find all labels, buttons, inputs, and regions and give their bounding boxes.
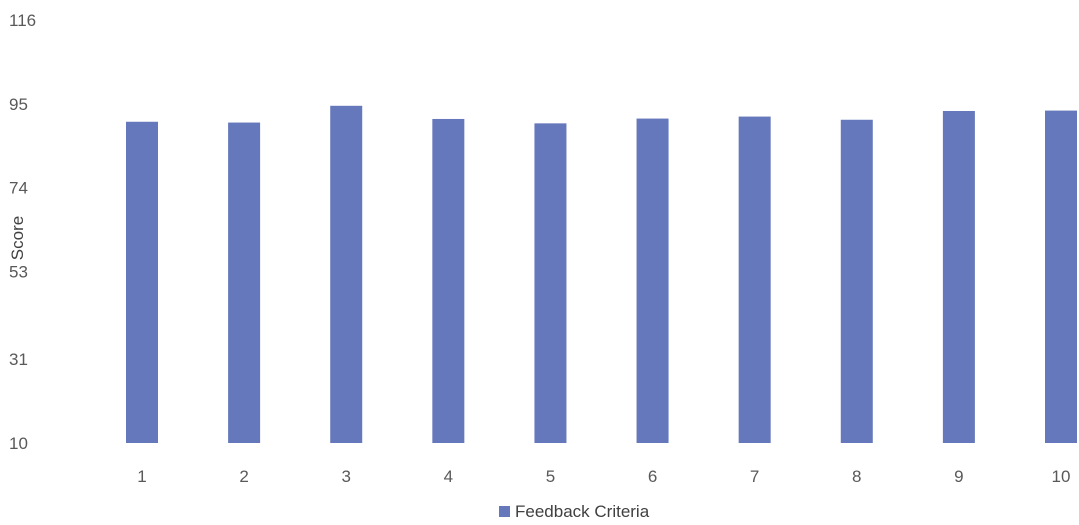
x-tick-label: 2 bbox=[239, 467, 248, 486]
y-axis-ticks: 10 31 53 74 95 116 bbox=[9, 11, 36, 453]
y-tick-label: 74 bbox=[9, 179, 28, 198]
y-axis-title: Score bbox=[8, 216, 27, 260]
bar bbox=[636, 118, 669, 443]
bar bbox=[738, 116, 771, 443]
bar bbox=[432, 118, 465, 443]
y-tick-label: 95 bbox=[9, 95, 28, 114]
bar bbox=[840, 119, 873, 443]
y-tick-label: 31 bbox=[9, 350, 28, 369]
bar bbox=[330, 105, 363, 443]
bar bbox=[942, 110, 975, 443]
bar bbox=[228, 122, 261, 443]
bar bbox=[534, 123, 567, 444]
legend-swatch bbox=[499, 506, 510, 517]
bar bbox=[126, 121, 158, 444]
x-tick-label: 4 bbox=[444, 467, 453, 486]
x-tick-label: 9 bbox=[954, 467, 963, 486]
y-tick-label: 53 bbox=[9, 262, 28, 281]
bar-series bbox=[126, 105, 1077, 444]
bar bbox=[1045, 110, 1077, 443]
y-tick-label: 116 bbox=[9, 11, 36, 30]
legend-label: Feedback Criteria bbox=[515, 502, 650, 521]
x-tick-label: 6 bbox=[648, 467, 657, 486]
x-tick-label: 7 bbox=[750, 467, 759, 486]
x-axis-ticks: 1 2 3 4 5 6 7 8 9 10 bbox=[137, 467, 1070, 486]
x-tick-label: 5 bbox=[546, 467, 555, 486]
legend: Feedback Criteria bbox=[499, 502, 650, 521]
x-tick-label: 3 bbox=[341, 467, 350, 486]
y-tick-label: 10 bbox=[9, 434, 28, 453]
x-tick-label: 10 bbox=[1052, 467, 1071, 486]
x-tick-label: 8 bbox=[852, 467, 861, 486]
x-tick-label: 1 bbox=[137, 467, 146, 486]
